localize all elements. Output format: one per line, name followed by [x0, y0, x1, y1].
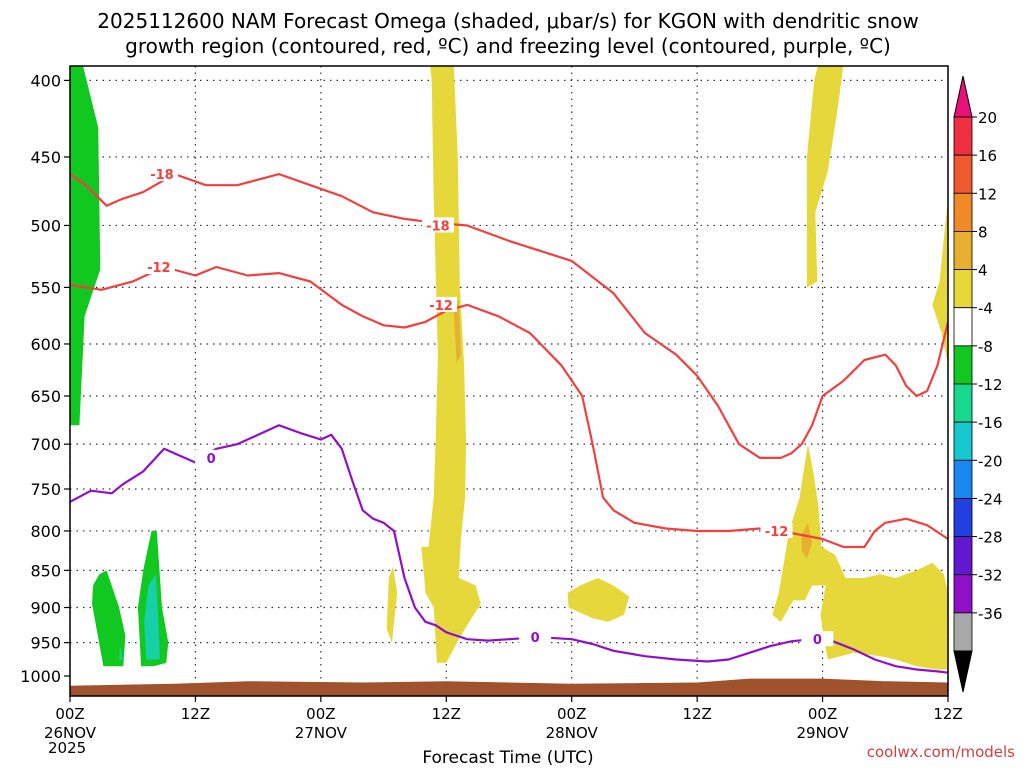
contour-label-dgz-minus-12-2: -12: [765, 525, 789, 540]
x-tick-label-36: 12Z: [432, 705, 461, 723]
contours: -18 -18 -12 -12 -12 0 0 0: [70, 166, 948, 674]
y-tick-label-350: 350: [30, 0, 61, 4]
y-tick-label-1000: 1000: [20, 667, 61, 686]
contour-label-bg-dgz-minus-12-0: [142, 258, 175, 274]
colorbar-segment-8: [953, 421, 973, 461]
y-tick-label-650: 650: [30, 387, 61, 406]
colorbar-label-12: -32: [978, 567, 1003, 585]
y-tick-label-500: 500: [30, 216, 61, 235]
omega-region-orange-spot-1: [453, 299, 461, 364]
contour-label-bg-freezing-level-0-0: [195, 449, 228, 465]
contour-label-dgz-minus-18-0: -18: [150, 168, 174, 183]
x-tick-label-60: 12Z: [682, 705, 711, 723]
contour-label-dgz-minus-12-1: -12: [429, 299, 453, 314]
colorbar-label-2: 12: [978, 185, 997, 203]
colorbar-segment-12: [953, 574, 973, 614]
colorbar-label-6: -8: [978, 338, 993, 356]
colorbar-label-11: -28: [978, 529, 1003, 547]
colorbar-segment-13: [953, 612, 973, 652]
omega-region-cyan-lower-1: [119, 646, 123, 660]
omega-region-cyan-lower-2: [144, 574, 160, 660]
colorbar-segment-2: [953, 192, 973, 232]
x-tick-date-24: 27NOV: [295, 724, 348, 742]
colorbar-label-8: -16: [978, 414, 1003, 432]
x-tick-label-24: 00Z: [306, 705, 335, 723]
colorbar-segment-6: [953, 345, 973, 385]
contour-label-freezing-level-0-0: 0: [207, 452, 216, 467]
credit-text: coolwx.com/models: [867, 743, 1015, 761]
omega-region-orange-spot-2: [801, 522, 813, 559]
colorbar-segment-7: [953, 383, 973, 423]
contour-dgz-minus-18: [70, 173, 948, 459]
contour-label-freezing-level-0-2: 0: [813, 633, 822, 648]
x-tick-label-72: 00Z: [808, 705, 837, 723]
colorbar-label-13: -36: [978, 605, 1003, 623]
omega-region-yellow-blob-mid: [567, 578, 630, 622]
colorbar-label-4: 4: [978, 262, 988, 280]
omega-region-yellow-upper-right: [806, 66, 844, 288]
y-tick-label-400: 400: [30, 71, 61, 90]
y-tick-label-950: 950: [30, 634, 61, 653]
omega-region-green-upper-left: [70, 66, 101, 426]
contour-label-bg-dgz-minus-18-1: [421, 217, 454, 233]
colorbar-segment-1: [953, 154, 973, 194]
contour-label-dgz-minus-12-0: -12: [147, 261, 171, 276]
colorbar-label-10: -24: [978, 490, 1003, 508]
colorbar-bottom-arrow: [953, 650, 973, 693]
contour-label-freezing-level-0-1: 0: [531, 631, 540, 646]
colorbar-label-3: 8: [978, 223, 988, 241]
contour-label-bg-dgz-minus-18-0: [145, 166, 178, 182]
x-tick-label-84: 12Z: [933, 705, 962, 723]
contour-dgz-minus-12: [70, 265, 948, 549]
chart-title-line1: 2025112600 NAM Forecast Omega (shaded, μ…: [97, 9, 918, 33]
contour-label-bg-freezing-level-0-1: [519, 629, 552, 645]
terrain-fill: [70, 678, 948, 696]
omega-region-yellow-lower-right: [772, 444, 948, 670]
omega-shading: [70, 66, 948, 670]
colorbar-segment-3: [953, 231, 973, 270]
contour-label-bg-freezing-level-0-2: [801, 631, 834, 647]
colorbar: 20 16 12 8 4 -4 -8 -12 -16 -20 -24 -28 -32 -36: [953, 75, 1003, 693]
omega-region-yellow-col-1: [421, 66, 481, 663]
chart-title-line2: growth region (contoured, red, ºC) and f…: [125, 34, 891, 58]
colorbar-label-1: 16: [978, 147, 997, 165]
y-tick-label-750: 750: [30, 480, 61, 499]
x-axis-year: 2025: [48, 739, 86, 757]
colorbar-label-0: 20: [978, 109, 997, 127]
omega-region-yellow-small-drop: [386, 566, 398, 643]
omega-region-yellow-right-edge: [932, 198, 948, 366]
colorbar-segment-0: [953, 116, 973, 156]
plot-frame: [69, 65, 949, 697]
y-tick-label-450: 450: [30, 148, 61, 167]
y-tick-label-700: 700: [30, 435, 61, 454]
colorbar-segment-5: [953, 307, 973, 347]
colorbar-label-7: -12: [978, 376, 1003, 394]
x-tick-label-0: 00Z: [55, 705, 84, 723]
x-tick-date-48: 28NOV: [546, 724, 599, 742]
y-tick-label-900: 900: [30, 599, 61, 618]
colorbar-segment-4: [953, 269, 973, 309]
x-tick-label-12: 12Z: [181, 705, 210, 723]
contour-label-dgz-minus-18-1: -18: [426, 219, 450, 234]
y-tick-label-600: 600: [30, 335, 61, 354]
x-tick-label-48: 00Z: [557, 705, 586, 723]
colorbar-segment-10: [953, 498, 973, 537]
terrain: [70, 678, 948, 696]
contour-label-bg-dgz-minus-12-1: [425, 296, 458, 312]
colorbar-label-5: -4: [978, 300, 993, 318]
y-axis: 2503003504004505005506006507007508008509…: [20, 0, 70, 686]
x-axis-title: Forecast Time (UTC): [422, 748, 593, 768]
y-tick-label-850: 850: [30, 561, 61, 580]
colorbar-segment-11: [953, 536, 973, 576]
omega-region-green-lower-1: [92, 570, 126, 667]
x-tick-date-0: 26NOV: [44, 724, 97, 742]
colorbar-segment-9: [953, 459, 973, 499]
x-tick-date-72: 29NOV: [797, 724, 850, 742]
colorbar-label-9: -20: [978, 452, 1003, 470]
y-tick-label-550: 550: [30, 278, 61, 297]
y-tick-label-800: 800: [30, 522, 61, 541]
contour-label-bg-dgz-minus-12-2: [760, 522, 793, 538]
